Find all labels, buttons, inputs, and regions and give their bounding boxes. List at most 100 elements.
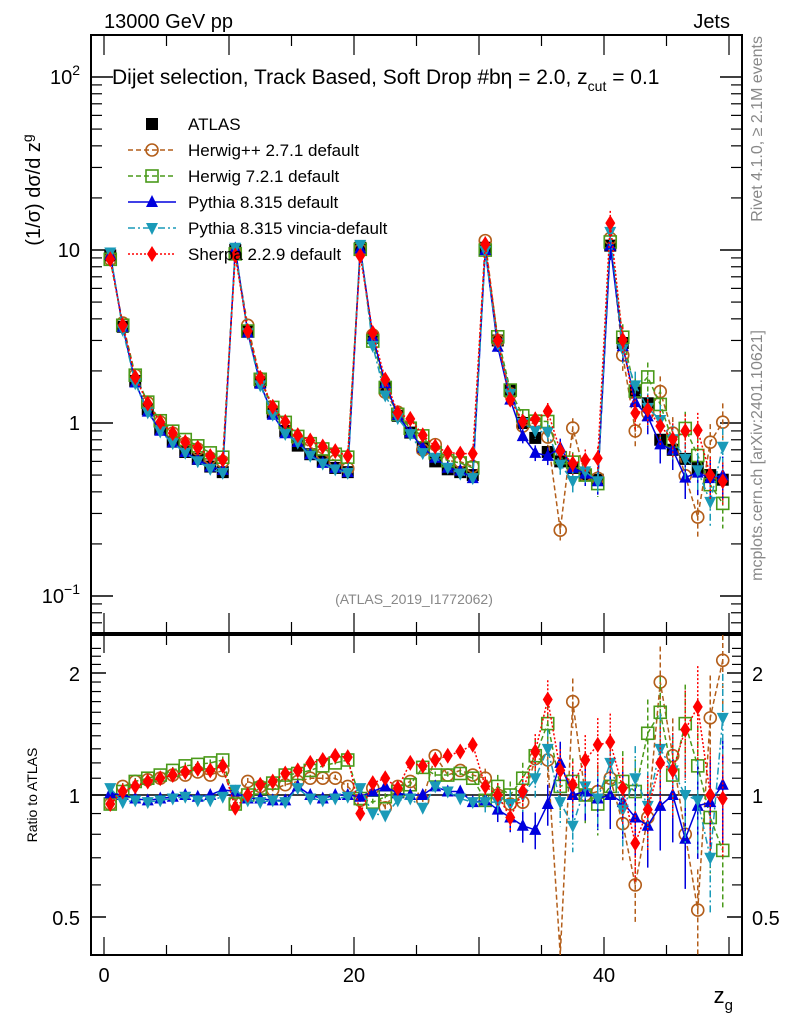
main-data-point: [441, 462, 454, 475]
ratio-data-point: [716, 712, 729, 725]
ratio-data-point: [505, 809, 516, 826]
ratio-series-sherpa-2-2-9-default: [105, 666, 728, 883]
legend-label: Pythia 8.315 default: [188, 193, 339, 212]
ratio-data-point: [542, 691, 553, 708]
legend-item: Herwig 7.2.1 default: [128, 167, 339, 186]
main-data-point: [204, 463, 217, 476]
ratio-data-point: [430, 752, 441, 769]
main-data-point: [405, 410, 416, 427]
main-data-point: [291, 437, 304, 450]
ratio-data-point: [442, 747, 453, 764]
ratio-data-point: [142, 773, 153, 790]
ratio-data-point: [703, 711, 718, 725]
main-data-point: [330, 443, 341, 460]
ratio-ytick-label: 1: [69, 786, 80, 808]
legend-item: ATLAS: [146, 115, 241, 134]
ratio-data-point: [267, 773, 278, 790]
main-data-point: [367, 324, 378, 341]
main-data-point: [467, 445, 478, 462]
main-series-line: [109, 231, 724, 505]
legend-marker-icon: [147, 246, 157, 262]
main-data-point: [416, 448, 429, 461]
main-data-point: [292, 427, 303, 444]
main-data-point: [455, 445, 466, 462]
ratio-data-point: [592, 736, 603, 753]
ratio-data-point: [492, 787, 503, 803]
legend-label: Sherpa 2.2.9 default: [188, 245, 341, 264]
ratio-data-point: [529, 773, 542, 786]
ratio-data-point: [441, 786, 454, 799]
ratio-data-point: [391, 795, 404, 808]
ratio-data-point: [617, 780, 628, 797]
ratio-data-point: [192, 760, 203, 777]
plot-title: Dijet selection, Track Based, Soft Drop …: [112, 66, 660, 94]
main-data-point: [655, 418, 666, 435]
ratio-data-point: [317, 752, 328, 769]
ratio-data-point: [316, 795, 329, 808]
ratio-data-point: [380, 770, 391, 787]
ratio-data-point: [328, 771, 343, 786]
xtick-label: 40: [593, 965, 615, 987]
plot-title-end: = 0.1: [606, 66, 659, 89]
ratio-data-point: [341, 791, 354, 804]
ratio-data-point: [342, 749, 353, 766]
ratio-data-point: [330, 747, 341, 764]
ratio-data-point: [604, 757, 617, 770]
main-data-point: [342, 447, 353, 464]
ratio-data-point: [541, 797, 554, 810]
legend-label: Herwig++ 2.7.1 default: [188, 141, 359, 160]
main-data-point: [192, 439, 203, 456]
ratio-data-point: [679, 790, 692, 802]
ratio-data-point: [179, 791, 192, 804]
ratio-ytick-label-right: 0.5: [752, 908, 780, 930]
ratio-series-line: [109, 699, 723, 846]
ratio-data-point: [555, 762, 566, 779]
ratio-series-line: [109, 660, 724, 956]
main-data-point: [505, 391, 516, 408]
ratio-data-point: [680, 721, 691, 738]
main-data-point: [554, 459, 567, 472]
main-data-point: [617, 332, 628, 349]
legend-marker-icon: [146, 223, 158, 235]
ratio-data-point: [355, 805, 366, 822]
legend-label: Pythia 8.315 vincia-default: [188, 219, 388, 238]
series-sherpa-2-2-9-default: [105, 210, 728, 507]
ratio-data-point: [104, 783, 117, 796]
ratio-data-point: [367, 775, 378, 792]
main-data-point: [579, 466, 592, 479]
ratio-data-point: [416, 788, 429, 800]
main-data-point: [180, 434, 191, 451]
main-data-point: [679, 453, 692, 466]
legend-item: Herwig++ 2.7.1 default: [128, 141, 359, 160]
main-data-point: [317, 438, 328, 455]
ratio-axes: 0.5 0.51 12 20 20 40: [52, 635, 780, 987]
ratio-data-point: [130, 778, 141, 795]
ratio-data-point: [580, 752, 591, 769]
plot-title-sub: cut: [588, 78, 607, 94]
ratio-data-point: [429, 781, 442, 794]
ratio-data-point: [379, 810, 392, 823]
ratio-data-point: [604, 788, 617, 800]
main-y-axis-label-sub: g: [19, 134, 35, 142]
ratio-data-point: [529, 822, 542, 835]
ratio-data-point: [230, 799, 241, 816]
ratio-data-point: [705, 787, 716, 803]
xtick-label: 20: [343, 965, 365, 987]
ratio-series-line: [109, 710, 724, 851]
main-data-point: [690, 510, 705, 524]
main-data-point: [530, 411, 541, 428]
main-data-point: [565, 421, 580, 435]
main-data-point: [604, 226, 617, 239]
ratio-data-point: [366, 808, 379, 821]
ratio-ytick-label: 0.5: [52, 908, 80, 930]
analysis-watermark: (ATLAS_2019_I1772062): [335, 591, 493, 607]
main-data-point: [454, 468, 467, 481]
x-axis-label: zg: [714, 983, 733, 1014]
legend-item: Sherpa 2.2.9 default: [128, 245, 341, 264]
ratio-data-point: [565, 694, 580, 709]
main-data-point: [205, 448, 216, 465]
ratio-data-point: [217, 757, 228, 774]
ratio-data-point: [591, 793, 604, 806]
ratio-data-point: [129, 795, 142, 808]
main-data-point: [280, 413, 291, 430]
